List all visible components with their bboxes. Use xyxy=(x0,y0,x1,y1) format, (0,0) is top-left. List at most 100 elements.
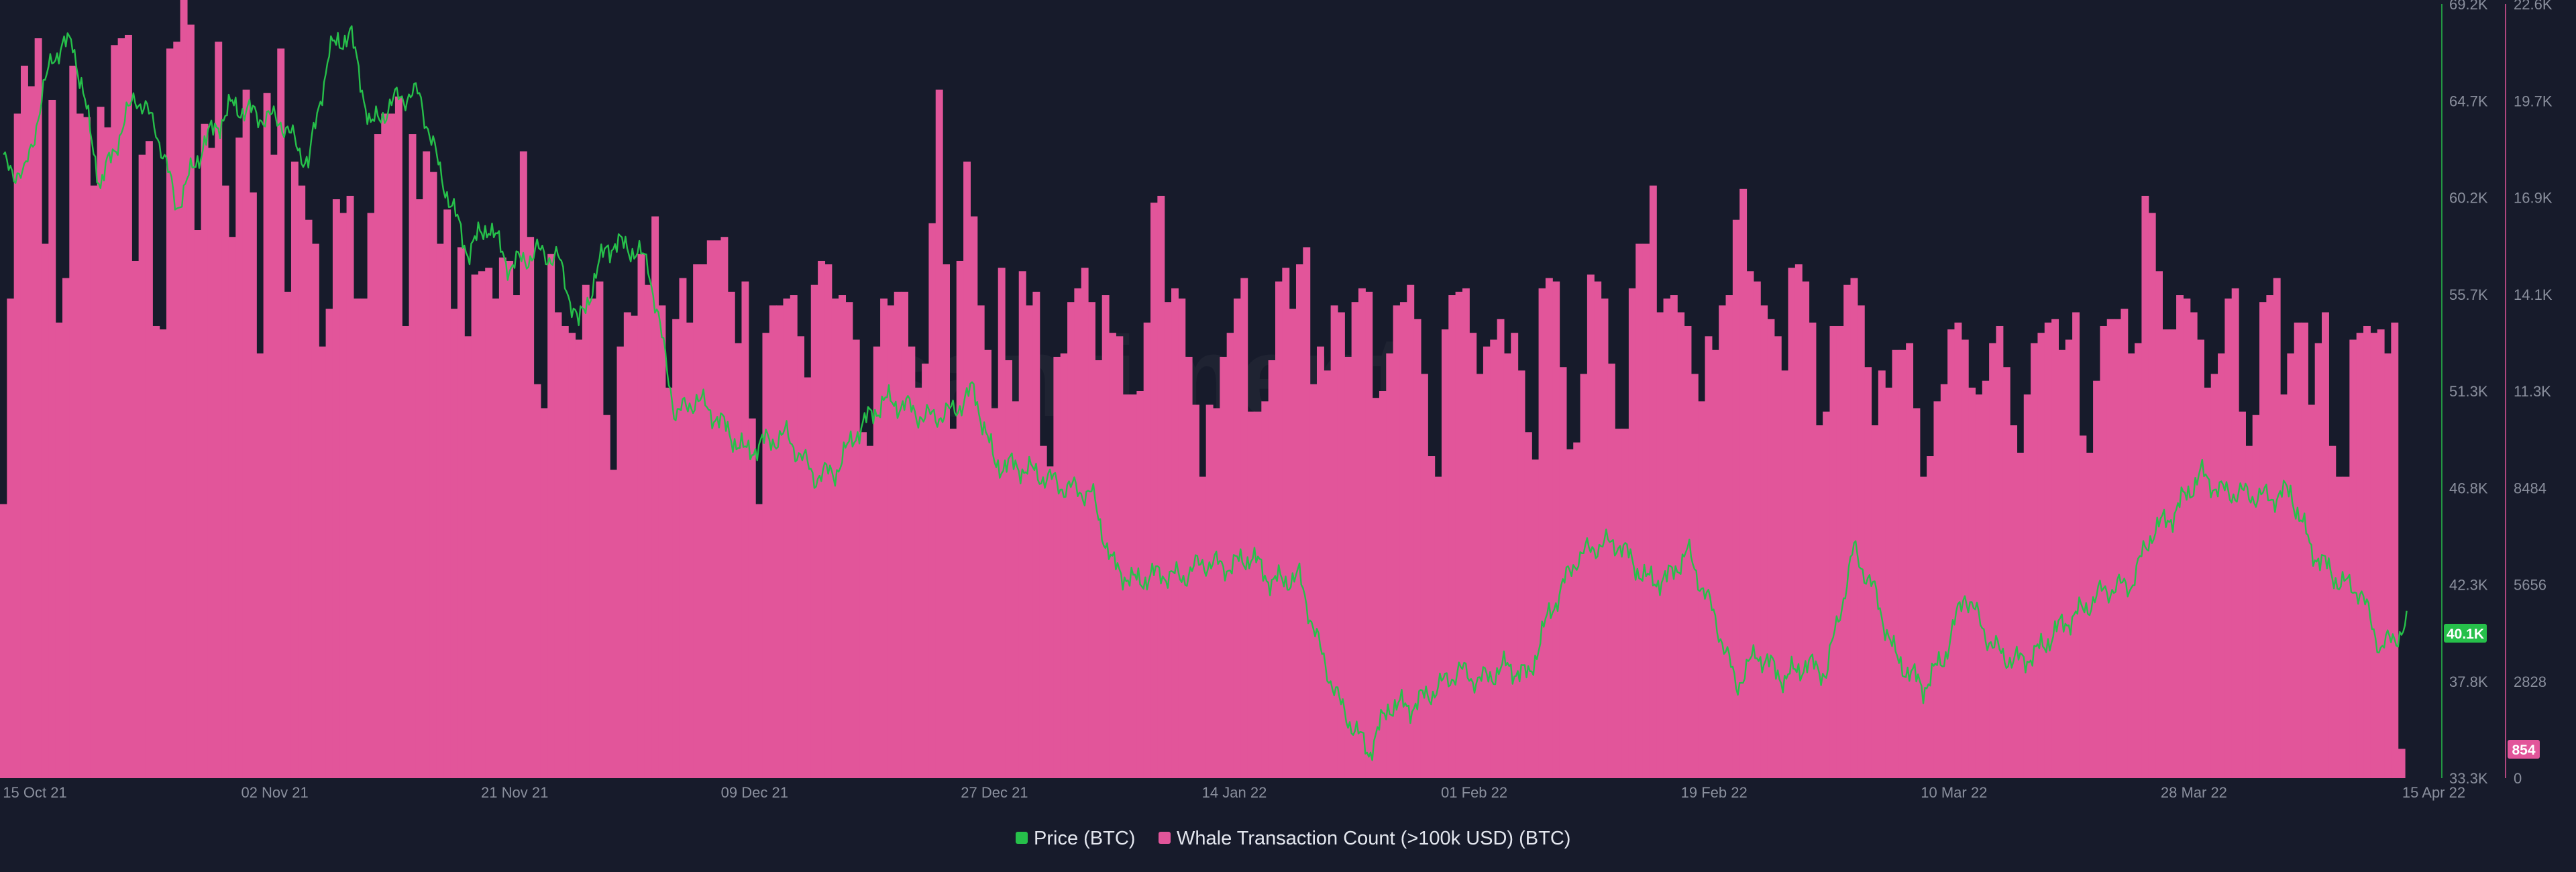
whale-bar xyxy=(561,325,569,779)
whale-bar xyxy=(852,339,860,778)
whale-bar xyxy=(658,305,666,779)
whale-bar xyxy=(1794,264,1803,778)
whale-bar xyxy=(485,268,493,778)
whale-bar xyxy=(2377,329,2385,779)
whale-bar xyxy=(2093,380,2101,778)
whale-bar xyxy=(998,268,1006,778)
whale-bar xyxy=(1767,319,1775,778)
whale-bar xyxy=(1053,356,1061,778)
whale-bar xyxy=(1441,329,1449,779)
whale-bar xyxy=(242,89,250,778)
whale-bar xyxy=(2190,312,2198,778)
whale-bar xyxy=(1940,384,1948,778)
whale-bar xyxy=(839,295,847,778)
whale-bar xyxy=(1781,370,1789,778)
whale-bar xyxy=(215,42,223,778)
whale-bar xyxy=(290,161,299,778)
whale-bar xyxy=(1580,374,1588,778)
whale-bar xyxy=(1635,243,1644,778)
whale-bar xyxy=(956,260,964,779)
whale-bar xyxy=(2273,278,2281,778)
x-tick-label: 28 Mar 22 xyxy=(2161,784,2227,801)
whale-bar xyxy=(103,127,111,778)
whale-bar xyxy=(1552,281,1560,779)
whale-bar xyxy=(13,113,21,778)
whale-bar xyxy=(221,185,229,778)
whale-bar xyxy=(1996,325,2004,779)
whale-bar xyxy=(28,86,36,778)
whale-tick-label: 11.3K xyxy=(2514,383,2551,400)
whale-bar xyxy=(1199,476,1207,778)
whale-bar xyxy=(1663,298,1671,778)
whale-bar xyxy=(1088,302,1095,778)
whale-bar xyxy=(201,123,209,779)
whale-bar xyxy=(2349,339,2357,778)
whale-bar xyxy=(1892,349,1900,778)
whale-bar xyxy=(554,312,562,778)
whale-bar xyxy=(1303,247,1311,778)
whale-bar xyxy=(644,284,652,779)
whale-bar xyxy=(1316,346,1324,778)
whale-bar xyxy=(1642,243,1650,778)
whale-bar xyxy=(7,298,15,778)
whale-bar xyxy=(2218,353,2225,778)
whale-bar xyxy=(1677,312,1685,778)
whale-bar xyxy=(887,305,895,779)
whale-bar xyxy=(1295,264,1303,778)
x-tick-label: 01 Feb 22 xyxy=(1441,784,1507,801)
whale-bar xyxy=(1566,449,1574,778)
whale-bar xyxy=(2183,298,2191,778)
whale-bar xyxy=(1358,288,1366,778)
whale-bar xyxy=(651,216,659,779)
whale-bar xyxy=(602,415,610,778)
price-tick-label: 42.3K xyxy=(2449,577,2488,594)
whale-bar xyxy=(1413,319,1421,778)
whale-bar xyxy=(720,237,729,779)
price-tick-label: 33.3K xyxy=(2449,770,2488,787)
whale-bar xyxy=(1428,456,1436,778)
whale-bar xyxy=(610,470,618,778)
whale-bar xyxy=(180,0,188,778)
whale-bar xyxy=(1102,295,1110,778)
whale-bar xyxy=(1753,281,1761,779)
whale-bar xyxy=(1497,319,1505,778)
whale-bar xyxy=(2106,319,2114,778)
whale-bar xyxy=(949,429,957,778)
whale-bar xyxy=(2356,333,2364,778)
whale-last-badge: 854 xyxy=(2508,740,2540,759)
whale-bar xyxy=(547,254,555,778)
whale-bar xyxy=(450,309,458,778)
whale-bar xyxy=(2058,349,2066,778)
whale-bar xyxy=(527,237,535,779)
whale-bar xyxy=(443,209,451,778)
whale-bar xyxy=(1815,425,1823,778)
whale-bar xyxy=(2197,339,2204,778)
whale-bar xyxy=(1711,349,1719,778)
whale-bar xyxy=(1012,401,1020,778)
whale-bar xyxy=(804,377,812,778)
whale-bar xyxy=(1282,268,1290,778)
whale-bar xyxy=(2322,312,2329,778)
whale-bar xyxy=(1760,305,1768,779)
whale-bar xyxy=(1483,346,1491,778)
whale-bar xyxy=(436,243,444,778)
whale-bar xyxy=(1032,291,1040,778)
whale-bar xyxy=(1324,370,1332,778)
whale-bar xyxy=(2384,353,2392,778)
whale-bar xyxy=(575,339,583,778)
whale-bar xyxy=(2162,329,2170,779)
price-tick-label: 46.8K xyxy=(2449,480,2488,496)
whale-bar xyxy=(429,172,437,778)
whale-bar xyxy=(360,298,368,778)
whale-bar xyxy=(1164,302,1172,778)
whale-tick-label: 5656 xyxy=(2514,577,2546,594)
whale-bar xyxy=(769,305,777,779)
x-tick-label: 15 Apr 22 xyxy=(2402,784,2465,801)
whale-bar xyxy=(62,278,70,778)
whale-bar xyxy=(1705,336,1713,778)
whale-bar xyxy=(1116,336,1124,778)
whale-bar xyxy=(478,271,486,778)
whale-bar xyxy=(540,408,548,778)
whale-bar xyxy=(1337,312,1345,778)
whale-bar xyxy=(2176,295,2184,778)
